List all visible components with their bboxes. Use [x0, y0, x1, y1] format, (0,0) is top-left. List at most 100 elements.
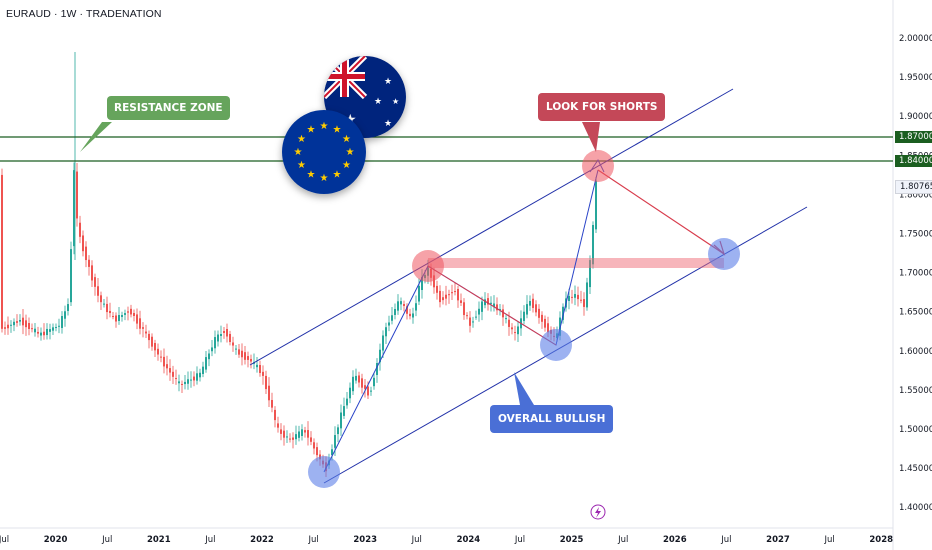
candle-body — [490, 302, 492, 304]
time-tick-label: Jul — [514, 535, 525, 545]
candle-body — [310, 437, 312, 442]
svg-text:★: ★ — [320, 121, 329, 132]
candle-body — [358, 375, 360, 383]
time-tick-label: Jul — [0, 535, 9, 545]
low-point-circle[interactable] — [308, 456, 340, 488]
candle-body — [547, 323, 549, 333]
candle-body — [355, 375, 357, 381]
candle-body — [544, 318, 546, 328]
candle-body — [199, 372, 201, 378]
candle-body — [523, 311, 525, 321]
price-tag-1-87[interactable]: 1.87000 — [895, 131, 932, 143]
candle-body — [166, 364, 168, 369]
candle-body — [70, 249, 72, 303]
price-tick-label: 1.60000 — [899, 347, 932, 357]
current-price-tag[interactable]: 1.80765 — [895, 180, 932, 194]
candle-body — [406, 306, 408, 314]
top-target-circle[interactable] — [582, 150, 614, 182]
resistance-zone-label[interactable]: RESISTANCE ZONE — [107, 96, 230, 120]
candle-body — [271, 399, 273, 408]
candle-body — [103, 303, 105, 305]
candle-body — [367, 386, 369, 396]
candle-body — [241, 350, 243, 358]
time-tick-label: 2026 — [663, 535, 687, 545]
candle-body — [25, 320, 27, 328]
candle-body — [445, 294, 447, 299]
price-axis[interactable]: 2.000001.950001.900001.850001.800001.750… — [899, 34, 932, 513]
candle-body — [589, 260, 591, 288]
svg-text:★: ★ — [320, 173, 329, 184]
pivot-high-circle[interactable] — [412, 250, 444, 282]
time-tick-label: 2022 — [250, 535, 274, 545]
candle-body — [58, 325, 60, 327]
candle-body — [526, 304, 528, 315]
candle-body — [184, 381, 186, 385]
candle-body — [337, 427, 339, 435]
candle-body — [451, 292, 453, 294]
candle-body — [433, 275, 435, 288]
candle-body — [151, 336, 153, 347]
pivot-low-circle[interactable] — [540, 329, 572, 361]
candle-body — [562, 306, 564, 320]
time-tick-label: 2023 — [353, 535, 377, 545]
candle-body — [493, 303, 495, 308]
svg-text:★: ★ — [384, 119, 392, 129]
candle-body — [385, 327, 387, 337]
price-tick-label: 1.40000 — [899, 503, 932, 513]
time-tick-label: Jul — [204, 535, 215, 545]
time-axis[interactable]: Jul 2020 Jul 2021 Jul 2022 Jul 2023 Jul 2024 Jul 20… — [0, 535, 893, 545]
candle-body — [391, 315, 393, 321]
lightning-icon[interactable] — [590, 504, 606, 520]
candle-body — [178, 381, 180, 384]
candle-body — [121, 315, 123, 317]
price-tick-label: 1.65000 — [899, 308, 932, 318]
candle-body — [334, 435, 336, 448]
candle-body — [133, 312, 135, 317]
candle-body — [67, 304, 69, 311]
candle-body — [538, 308, 540, 318]
candle-body — [109, 310, 111, 314]
candle-body — [214, 337, 216, 349]
candle-body — [142, 327, 144, 329]
candle-body — [43, 331, 45, 336]
candle-body — [169, 368, 171, 373]
time-tick-label: 2027 — [766, 535, 790, 545]
candle-body — [511, 327, 513, 330]
price-tick-label: 1.80000 — [899, 190, 932, 200]
candle-body — [229, 333, 231, 343]
candle-body — [514, 332, 516, 334]
time-tick-label: Jul — [720, 535, 731, 545]
candle-body — [394, 309, 396, 315]
candle-body — [154, 342, 156, 351]
candle-body — [505, 318, 507, 320]
candle-body — [499, 309, 501, 311]
candle-body — [31, 328, 33, 330]
price-tick-label: 1.75000 — [899, 230, 932, 240]
short-projection[interactable] — [597, 169, 725, 255]
svg-text:★: ★ — [346, 147, 355, 158]
svg-text:★: ★ — [294, 147, 303, 158]
candle-body — [88, 259, 90, 267]
candle-body — [64, 311, 66, 319]
price-tick-label: 1.90000 — [899, 112, 932, 122]
candle-body — [28, 323, 30, 329]
candle-body — [403, 304, 405, 306]
candle-body — [460, 300, 462, 303]
candle-body — [226, 329, 228, 337]
svg-text:★: ★ — [384, 77, 392, 87]
overall-bullish-label[interactable]: OVERALL BULLISH — [490, 405, 614, 433]
retest-circle[interactable] — [708, 238, 740, 270]
candle-body — [262, 371, 264, 376]
candle-body — [259, 365, 261, 373]
time-tick-label: Jul — [617, 535, 628, 545]
candle-body — [7, 324, 9, 329]
eu-flag-icon: ★ ★ ★ ★ ★ ★ ★ ★ ★ ★ ★ ★ — [282, 110, 366, 194]
channel-upper-line[interactable] — [249, 88, 734, 366]
candle-body — [583, 299, 585, 307]
look-for-shorts-label[interactable]: LOOK FOR SHORTS — [538, 93, 666, 121]
bearish-path[interactable] — [427, 265, 557, 346]
candle-body — [205, 357, 207, 370]
price-tag-1-84[interactable]: 1.84000 — [895, 155, 932, 167]
candle-body — [316, 447, 318, 456]
